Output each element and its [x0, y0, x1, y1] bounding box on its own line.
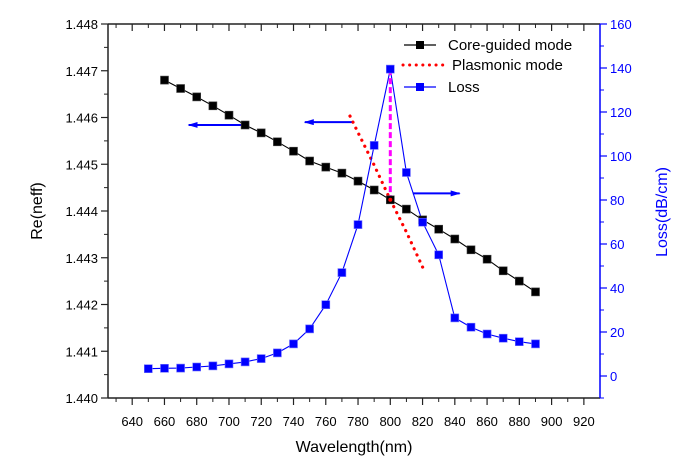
y-tick-label: 1.444 — [65, 204, 98, 219]
y2-tick-label: 60 — [610, 237, 624, 252]
data-point-core-guided — [337, 168, 347, 178]
data-point-loss — [482, 329, 492, 339]
x-tick-label: 660 — [154, 414, 176, 429]
y-tick-label: 1.441 — [65, 344, 98, 359]
y2-tick-label: 20 — [610, 325, 624, 340]
data-point-core-guided — [273, 137, 282, 147]
y2-tick-label: 0 — [610, 369, 617, 384]
data-point-core-guided — [305, 156, 314, 166]
x-tick-label: 700 — [218, 414, 240, 429]
y2-axis-title: Loss(dB/cm) — [654, 167, 671, 257]
y-tick-label: 1.446 — [65, 111, 98, 126]
data-point-loss — [321, 300, 331, 310]
data-point-loss — [450, 313, 460, 323]
x-tick-label: 640 — [121, 414, 143, 429]
plot-area — [144, 64, 540, 374]
x-tick-label: 820 — [412, 414, 434, 429]
y-tick-label: 1.448 — [65, 17, 98, 32]
data-point-loss — [353, 220, 363, 229]
x-tick-label: 800 — [379, 414, 401, 429]
x-axis-title: Wavelength(nm) — [296, 439, 413, 456]
data-point-core-guided — [256, 128, 266, 138]
y2-tick-label: 160 — [610, 17, 632, 32]
data-point-core-guided — [369, 185, 379, 195]
data-point-core-guided — [402, 204, 411, 214]
data-point-loss — [434, 250, 444, 260]
legend-item-core-guided: Core-guided mode — [404, 37, 572, 54]
data-point-loss — [531, 339, 540, 349]
crossing-point — [388, 197, 393, 202]
y-tick-label: 1.447 — [65, 64, 98, 79]
data-point-core-guided — [498, 266, 508, 276]
data-point-core-guided — [208, 101, 218, 111]
data-point-loss — [498, 333, 508, 343]
y-tick-label: 1.440 — [65, 391, 98, 406]
x-tick-label: 880 — [508, 414, 530, 429]
y-tick-label: 1.442 — [65, 298, 98, 313]
data-point-loss — [514, 337, 524, 347]
data-point-loss — [305, 324, 314, 334]
y-tick-label: 1.445 — [65, 157, 98, 172]
x-tick-label: 860 — [476, 414, 498, 429]
legend-item-loss: Loss — [404, 79, 480, 96]
x-tick-label: 680 — [186, 414, 208, 429]
data-point-core-guided — [160, 75, 169, 85]
x-tick-label: 840 — [444, 414, 466, 429]
data-point-core-guided — [482, 254, 492, 264]
data-point-core-guided — [514, 276, 524, 286]
axes: 640 660 680 700 720 740 760 780 800 820 840 860 880 9… — [65, 17, 631, 429]
data-point-loss — [144, 364, 153, 374]
legend-label-core-guided: Core-guided mode — [448, 37, 572, 54]
data-point-core-guided — [531, 287, 540, 297]
data-point-core-guided — [224, 110, 234, 120]
x-tick-label: 740 — [283, 414, 305, 429]
data-point-loss — [289, 339, 298, 349]
data-point-loss — [337, 268, 347, 277]
series-line-loss — [148, 68, 536, 370]
y2-tick-label: 120 — [610, 105, 632, 120]
data-point-core-guided — [192, 92, 201, 102]
data-point-core-guided — [289, 146, 298, 156]
legend-label-plasmonic: Plasmonic mode — [452, 57, 563, 74]
data-point-loss — [224, 359, 234, 369]
y-tick-label: 1.443 — [65, 251, 98, 266]
data-point-loss — [273, 348, 282, 358]
data-point-core-guided — [240, 120, 250, 130]
data-point-loss — [402, 168, 411, 177]
x-tick-label: 760 — [315, 414, 337, 429]
y2-tick-label: 140 — [610, 61, 632, 76]
data-point-loss — [160, 363, 169, 373]
y2-tick-label: 40 — [610, 281, 624, 296]
series-line-plasmonic — [348, 114, 425, 269]
data-point-core-guided — [176, 84, 185, 93]
data-point-core-guided — [321, 162, 331, 172]
series-line-core-guided — [164, 79, 536, 293]
x-tick-label: 900 — [541, 414, 563, 429]
data-point-loss — [176, 363, 185, 373]
data-point-loss — [192, 362, 201, 372]
data-point-loss — [418, 217, 427, 227]
legend-marker-core-guided — [416, 41, 424, 49]
data-point-loss — [385, 64, 395, 74]
data-point-core-guided — [434, 224, 444, 234]
legend-item-plasmonic: Plasmonic mode — [401, 57, 563, 74]
x-tick-label: 780 — [347, 414, 369, 429]
data-point-core-guided — [450, 234, 460, 244]
data-point-core-guided — [466, 245, 476, 255]
x-tick-label: 720 — [250, 414, 272, 429]
legend-label-loss: Loss — [448, 79, 480, 96]
x-tick-label: 920 — [573, 414, 595, 429]
y2-tick-label: 100 — [610, 149, 632, 164]
data-point-loss — [240, 357, 250, 367]
legend-marker-loss — [416, 83, 424, 91]
data-point-loss — [466, 322, 476, 332]
legend: Core-guided mode Plasmonic mode Loss — [401, 37, 572, 96]
data-point-loss — [256, 354, 266, 363]
data-point-loss — [208, 361, 218, 371]
data-point-core-guided — [353, 176, 363, 186]
y-axis-title: Re(neff) — [29, 182, 46, 240]
data-point-loss — [369, 141, 379, 150]
y2-tick-label: 80 — [610, 193, 624, 208]
